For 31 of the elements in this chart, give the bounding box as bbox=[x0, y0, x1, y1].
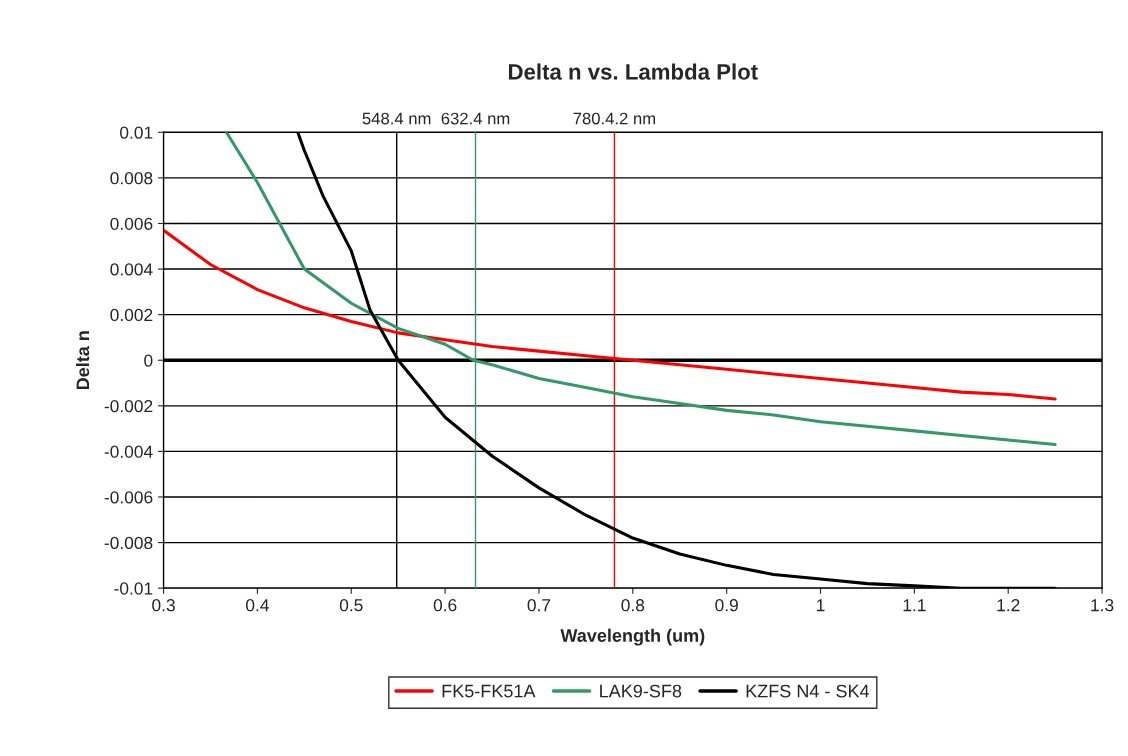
y-axis-title: Delta n bbox=[75, 331, 90, 390]
x-tick-label: 0.6 bbox=[433, 599, 457, 612]
y-tick-label: -0.008 bbox=[104, 536, 153, 550]
legend-label: KZFS N4 - SK4 bbox=[746, 684, 870, 698]
x-tick-label: 1.3 bbox=[1091, 599, 1114, 612]
ref-line-label: 780.4.2 nm bbox=[573, 112, 656, 125]
legend-label: LAK9-SF8 bbox=[600, 684, 682, 698]
y-tick-label: -0.004 bbox=[104, 445, 153, 458]
legend-label: FK5-FK51A bbox=[442, 684, 536, 698]
ref-line-label: 548.4 nm bbox=[362, 112, 431, 125]
y-tick-label: 0.004 bbox=[110, 263, 153, 276]
x-tick-label: 0.3 bbox=[152, 599, 175, 612]
y-tick-label: 0.01 bbox=[120, 126, 153, 139]
x-tick-label: 0.5 bbox=[339, 599, 363, 612]
x-tick-label: 1.1 bbox=[903, 599, 926, 612]
y-tick-label: -0.01 bbox=[114, 582, 153, 595]
y-tick-label: -0.002 bbox=[104, 399, 153, 413]
x-tick-label: 0.7 bbox=[527, 599, 551, 612]
ref-line-label: 632.4 nm bbox=[441, 112, 510, 125]
x-tick-label: 0.9 bbox=[715, 599, 738, 612]
x-tick-label: 0.4 bbox=[246, 599, 269, 612]
x-tick-label: 0.8 bbox=[621, 599, 645, 612]
y-tick-label: -0.006 bbox=[104, 491, 153, 504]
x-tick-label: 1 bbox=[817, 599, 825, 612]
x-axis-title: Wavelength (um) bbox=[560, 628, 705, 646]
y-tick-label: 0.002 bbox=[110, 308, 153, 322]
x-tick-label: 1.2 bbox=[997, 599, 1020, 612]
y-tick-label: 0 bbox=[144, 354, 153, 367]
y-tick-label: 0.008 bbox=[110, 172, 153, 185]
chart-title: Delta n vs. Lambda Plot bbox=[508, 63, 758, 80]
y-tick-label: 0.006 bbox=[110, 217, 153, 230]
